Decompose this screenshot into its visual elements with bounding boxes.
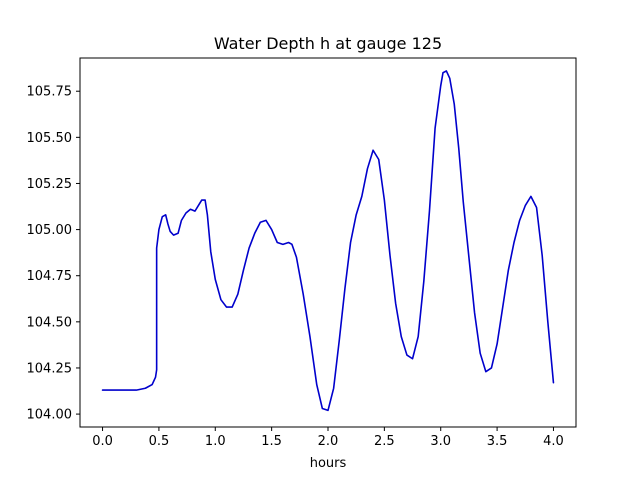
x-tick-label: 0.0 — [92, 434, 113, 449]
x-axis-label: hours — [310, 456, 347, 471]
x-tick-label: 0.5 — [149, 434, 170, 449]
y-axis: 104.00 104.25 104.50 104.75 105.00 105.25 105.… — [27, 85, 80, 423]
y-tick-label: 105.00 — [27, 223, 73, 238]
x-tick-label: 3.0 — [430, 434, 451, 449]
plot-area — [79, 57, 577, 428]
y-tick-label: 105.50 — [27, 131, 73, 146]
plot-frame — [79, 57, 577, 428]
y-tick-label: 105.25 — [27, 177, 73, 192]
y-tick-label: 105.75 — [27, 85, 73, 100]
x-tick-label: 2.0 — [318, 434, 339, 449]
chart-title: Water Depth h at gauge 125 — [214, 34, 442, 53]
x-tick-label: 2.5 — [374, 434, 395, 449]
x-tick-label: 3.5 — [487, 434, 508, 449]
y-tick-label: 104.50 — [27, 315, 73, 330]
y-tick-label: 104.00 — [27, 408, 73, 423]
y-tick-label: 104.75 — [27, 269, 73, 284]
series-line — [101, 70, 555, 412]
x-tick-label: 4.0 — [543, 434, 564, 449]
x-tick-label: 1.5 — [261, 434, 282, 449]
x-tick-label: 1.0 — [205, 434, 226, 449]
y-tick-label: 104.25 — [27, 361, 73, 376]
x-axis: 0.0 0.5 1.0 1.5 2.0 2.5 3.0 3.5 4.0 — [92, 427, 564, 449]
